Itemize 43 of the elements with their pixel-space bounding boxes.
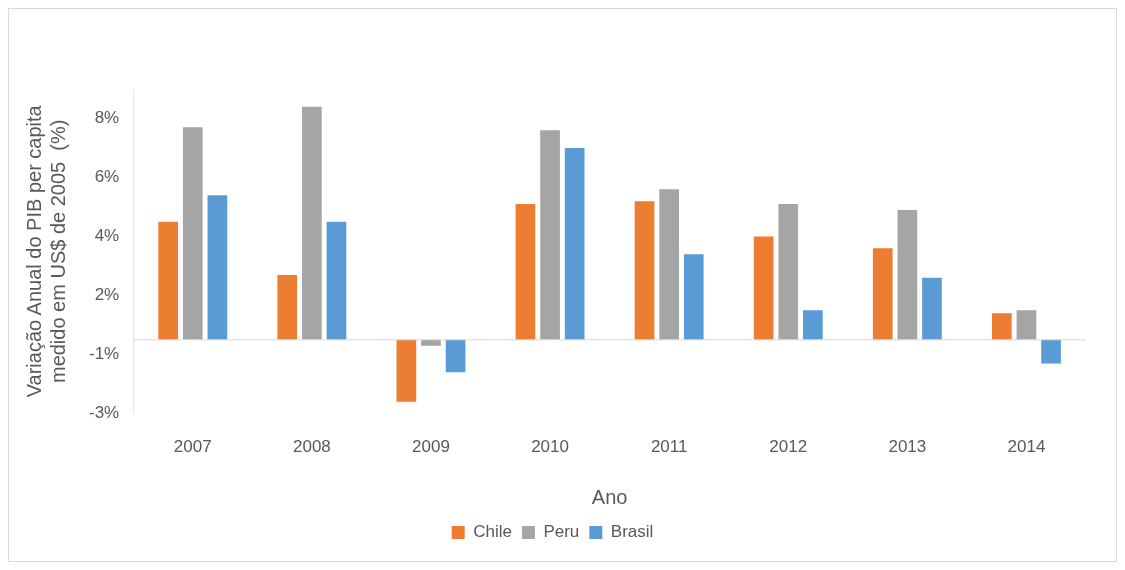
legend-label: Brasil (610, 522, 654, 542)
y-tick-label: 8% (94, 108, 120, 128)
legend-label: Chile (473, 522, 512, 542)
x-tick-label: 2013 (888, 437, 927, 457)
y-tick-label: 2% (94, 285, 120, 305)
y-tick-label: -3% (89, 403, 120, 423)
x-tick-label: 2007 (173, 437, 212, 457)
bar (326, 221, 347, 340)
bar (1041, 339, 1061, 364)
y-tick-label: 4% (94, 226, 120, 246)
bar (659, 189, 680, 340)
bar (634, 201, 655, 340)
bar (991, 313, 1012, 340)
bar (778, 204, 799, 340)
bar (922, 277, 942, 340)
bar (277, 274, 298, 340)
bar (872, 248, 893, 340)
bar (515, 204, 536, 340)
bar (897, 209, 918, 340)
x-tick-label: 2010 (531, 437, 569, 457)
y-tick-label: 6% (94, 167, 120, 187)
legend-label: Peru (543, 522, 580, 542)
x-tick-label: 2011 (650, 437, 688, 457)
bar (803, 310, 823, 340)
y-axis-title: Variação Anual do PIB per capita medido em US$ de 2005 (%) (22, 104, 69, 398)
bar (302, 106, 322, 340)
bar (421, 339, 441, 346)
bar (1016, 310, 1037, 340)
x-tick-label: 2008 (292, 437, 331, 457)
bar (158, 221, 179, 340)
bar (540, 130, 560, 340)
bar (445, 339, 466, 373)
x-tick-label: 2009 (412, 437, 450, 457)
y-tick-label: -1% (89, 344, 120, 364)
bar (564, 148, 585, 340)
x-axis-title: Ano (591, 485, 628, 508)
bar (396, 339, 417, 402)
bar (182, 127, 203, 340)
bar (207, 195, 228, 340)
x-tick-label: 2012 (769, 437, 808, 457)
bar (753, 236, 774, 340)
bar (683, 254, 704, 340)
x-tick-label: 2014 (1007, 437, 1046, 457)
